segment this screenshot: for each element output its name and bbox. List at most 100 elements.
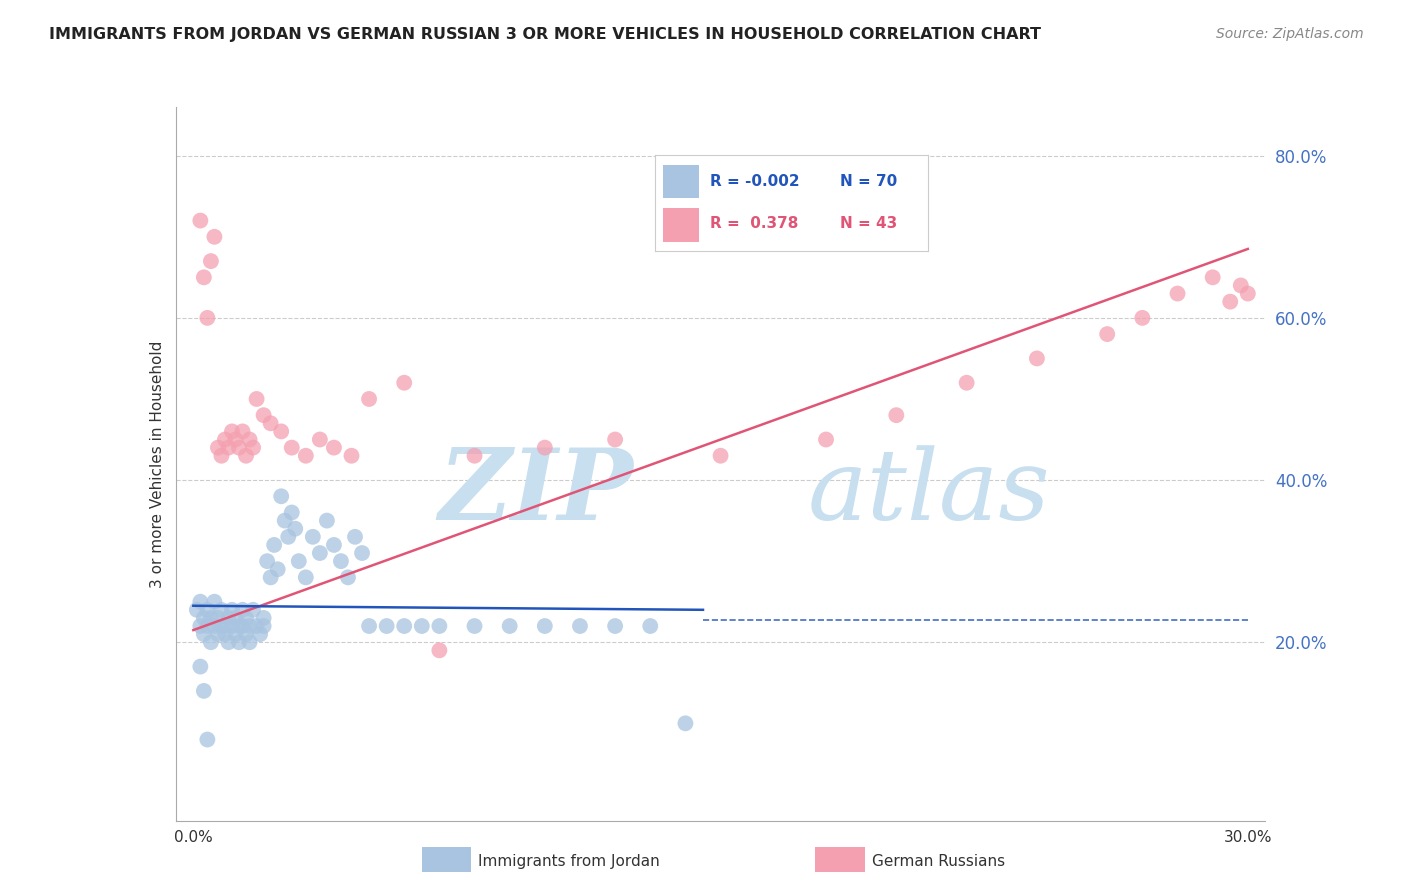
Point (464, 449, 486, 463)
Point (231, 603, 254, 617)
Point (188, 213, 212, 227)
Y-axis label: 3 or more Vehicles in Household: 3 or more Vehicles in Household (149, 340, 165, 588)
Point (200, 254, 222, 268)
Point (188, 619, 212, 633)
Point (193, 684, 215, 698)
Text: Immigrants from Jordan: Immigrants from Jordan (478, 855, 659, 869)
Point (239, 635, 262, 649)
Point (225, 433, 247, 447)
Point (242, 603, 264, 617)
Point (1201, 270, 1223, 285)
Point (197, 310, 219, 325)
Point (429, 619, 451, 633)
Text: N = 43: N = 43 (841, 217, 897, 231)
Point (359, 619, 381, 633)
Point (235, 627, 257, 641)
Point (675, 716, 697, 731)
Point (218, 611, 240, 625)
Point (228, 619, 250, 633)
Point (499, 619, 522, 633)
Text: IMMIGRANTS FROM JORDAN VS GERMAN RUSSIAN 3 OR MORE VEHICLES IN HOUSEHOLD CORRELA: IMMIGRANTS FROM JORDAN VS GERMAN RUSSIAN… (49, 27, 1042, 42)
Text: R = -0.002: R = -0.002 (710, 174, 799, 189)
Point (239, 619, 262, 633)
Point (1219, 294, 1241, 309)
Point (214, 433, 236, 447)
Point (228, 635, 250, 649)
Point (253, 408, 276, 422)
Point (1132, 310, 1154, 325)
Point (214, 619, 236, 633)
Point (253, 619, 276, 633)
Point (337, 570, 360, 584)
Point (260, 417, 283, 431)
Point (231, 425, 254, 439)
Point (197, 603, 219, 617)
Point (1237, 286, 1260, 301)
Point (316, 514, 339, 528)
Point (464, 619, 486, 633)
Point (228, 441, 250, 455)
Point (246, 619, 269, 633)
Point (281, 506, 304, 520)
Point (340, 449, 363, 463)
Text: Source: ZipAtlas.com: Source: ZipAtlas.com (1216, 27, 1364, 41)
Point (253, 611, 276, 625)
Point (221, 425, 243, 439)
Point (309, 433, 332, 447)
Point (211, 619, 233, 633)
Point (302, 530, 325, 544)
Point (323, 441, 346, 455)
Point (263, 538, 285, 552)
Point (225, 611, 247, 625)
Bar (664, 165, 699, 198)
Point (534, 619, 557, 633)
Point (193, 627, 215, 641)
Point (270, 425, 292, 439)
Point (207, 611, 229, 625)
Point (281, 441, 304, 455)
Point (568, 619, 592, 633)
Point (197, 732, 219, 747)
Point (197, 619, 219, 633)
Point (295, 570, 318, 584)
Point (295, 449, 318, 463)
Point (235, 611, 257, 625)
Point (188, 595, 212, 609)
Point (204, 619, 226, 633)
Point (186, 603, 208, 617)
Point (1229, 278, 1253, 293)
Point (359, 392, 381, 406)
Point (270, 489, 292, 503)
Point (200, 611, 222, 625)
Point (242, 441, 264, 455)
Point (214, 627, 236, 641)
Point (204, 229, 226, 244)
Point (218, 441, 240, 455)
Point (375, 619, 398, 633)
Point (886, 408, 908, 422)
Point (225, 627, 247, 641)
Point (309, 546, 332, 560)
Text: atlas: atlas (807, 445, 1050, 540)
Text: R =  0.378: R = 0.378 (710, 217, 799, 231)
Point (344, 530, 367, 544)
Point (188, 659, 212, 673)
Point (284, 522, 307, 536)
Point (221, 619, 243, 633)
Point (815, 433, 838, 447)
Point (277, 530, 299, 544)
Point (207, 441, 229, 455)
Point (274, 514, 297, 528)
Point (605, 433, 627, 447)
Point (267, 562, 290, 576)
Point (249, 627, 271, 641)
Point (260, 570, 283, 584)
Point (710, 449, 733, 463)
Point (956, 376, 979, 390)
Point (221, 603, 243, 617)
Point (193, 611, 215, 625)
Text: N = 70: N = 70 (841, 174, 897, 189)
Point (323, 538, 346, 552)
Point (231, 619, 254, 633)
Text: ZIP: ZIP (439, 444, 633, 541)
